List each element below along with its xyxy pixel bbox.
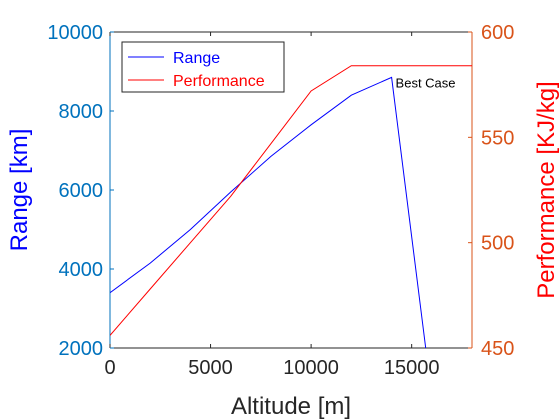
left-y-tick-label: 6000 — [59, 180, 104, 202]
right-y-tick-label: 450 — [481, 338, 514, 360]
right-y-axis-ticks: 450 500 550 600 — [468, 22, 514, 360]
x-tick-label: 5000 — [188, 357, 233, 379]
right-y-tick-label: 500 — [481, 233, 514, 255]
annotation-label: Best Case — [396, 75, 456, 90]
x-tick-label: 0 — [104, 357, 115, 379]
left-y-tick-label: 10000 — [47, 22, 103, 44]
series-layer — [110, 66, 472, 348]
left-y-axis-title: Range [km] — [6, 129, 33, 252]
legend-label-range: Range — [173, 50, 220, 67]
left-y-tick-label: 8000 — [59, 101, 104, 123]
left-y-tick-label: 4000 — [59, 259, 104, 281]
left-y-axis-ticks: 2000 4000 6000 8000 10000 — [47, 22, 114, 360]
series-line-performance — [110, 66, 472, 336]
right-y-tick-label: 550 — [481, 127, 514, 149]
right-y-tick-label: 600 — [481, 22, 514, 44]
legend: Range Performance — [122, 42, 284, 92]
x-tick-label: 10000 — [283, 357, 339, 379]
x-tick-label: 15000 — [384, 357, 440, 379]
series-line-range — [110, 77, 426, 348]
annotations: Best Case — [396, 75, 456, 90]
x-axis-title: Altitude [m] — [231, 393, 351, 420]
left-y-tick-label: 2000 — [59, 338, 104, 360]
legend-label-performance: Performance — [173, 73, 265, 90]
right-y-axis-title: Performance [KJ/kg] — [533, 81, 560, 298]
